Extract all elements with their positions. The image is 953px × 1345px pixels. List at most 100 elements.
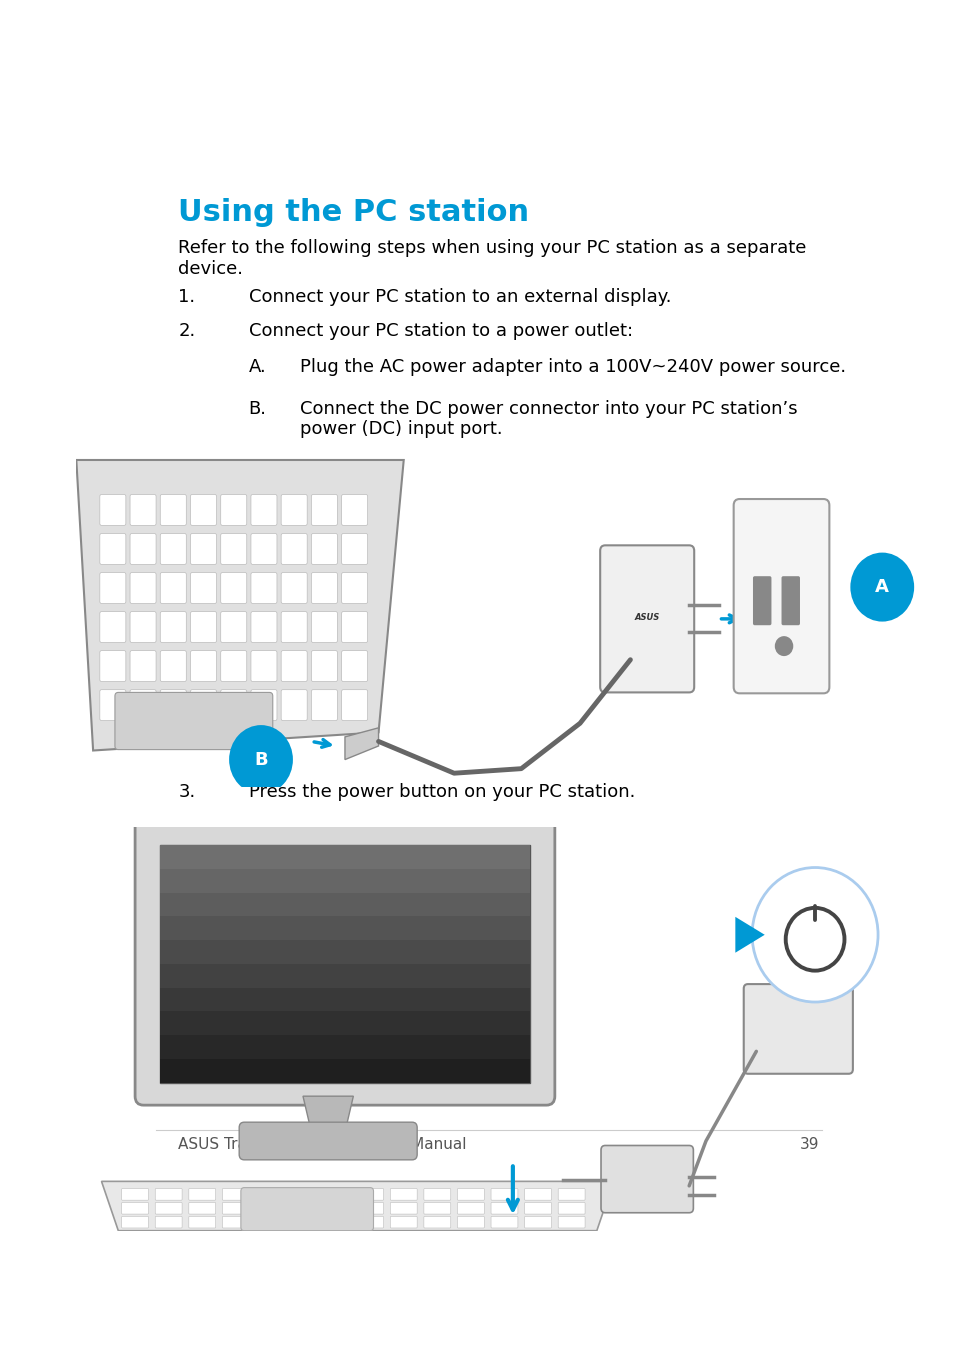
FancyBboxPatch shape xyxy=(390,1189,416,1200)
FancyBboxPatch shape xyxy=(341,534,367,565)
FancyBboxPatch shape xyxy=(222,1216,249,1228)
FancyBboxPatch shape xyxy=(189,1216,215,1228)
FancyBboxPatch shape xyxy=(599,545,694,693)
FancyBboxPatch shape xyxy=(781,576,800,625)
FancyBboxPatch shape xyxy=(130,495,156,526)
FancyBboxPatch shape xyxy=(323,1189,350,1200)
FancyBboxPatch shape xyxy=(600,1146,693,1213)
FancyBboxPatch shape xyxy=(189,1202,215,1215)
Polygon shape xyxy=(303,1096,353,1132)
FancyBboxPatch shape xyxy=(341,690,367,721)
FancyBboxPatch shape xyxy=(356,1189,383,1200)
FancyBboxPatch shape xyxy=(160,916,529,940)
FancyBboxPatch shape xyxy=(323,1216,350,1228)
FancyBboxPatch shape xyxy=(220,534,247,565)
FancyBboxPatch shape xyxy=(100,612,126,643)
FancyBboxPatch shape xyxy=(290,1189,316,1200)
FancyBboxPatch shape xyxy=(239,1122,416,1159)
FancyBboxPatch shape xyxy=(743,985,852,1073)
FancyBboxPatch shape xyxy=(160,940,529,964)
FancyBboxPatch shape xyxy=(220,612,247,643)
FancyBboxPatch shape xyxy=(311,534,337,565)
Text: 2.: 2. xyxy=(178,321,195,340)
FancyBboxPatch shape xyxy=(240,1188,374,1231)
Text: ASUS: ASUS xyxy=(634,612,659,621)
FancyBboxPatch shape xyxy=(160,893,529,916)
FancyBboxPatch shape xyxy=(341,651,367,682)
Text: Press the power button on your PC station.: Press the power button on your PC statio… xyxy=(249,783,635,800)
FancyBboxPatch shape xyxy=(281,612,307,643)
FancyBboxPatch shape xyxy=(290,1216,316,1228)
FancyBboxPatch shape xyxy=(160,495,186,526)
FancyBboxPatch shape xyxy=(130,690,156,721)
FancyBboxPatch shape xyxy=(251,534,276,565)
FancyBboxPatch shape xyxy=(135,818,555,1106)
FancyBboxPatch shape xyxy=(160,869,529,893)
Text: Connect the DC power connector into your PC station’s
power (DC) input port.: Connect the DC power connector into your… xyxy=(300,399,797,438)
FancyBboxPatch shape xyxy=(558,1216,584,1228)
FancyBboxPatch shape xyxy=(191,651,216,682)
FancyBboxPatch shape xyxy=(100,495,126,526)
FancyBboxPatch shape xyxy=(160,612,186,643)
FancyArrowPatch shape xyxy=(314,740,330,748)
Text: B: B xyxy=(253,751,268,768)
FancyBboxPatch shape xyxy=(311,612,337,643)
FancyBboxPatch shape xyxy=(311,651,337,682)
FancyBboxPatch shape xyxy=(281,651,307,682)
FancyBboxPatch shape xyxy=(457,1202,484,1215)
FancyBboxPatch shape xyxy=(752,576,771,625)
FancyBboxPatch shape xyxy=(114,693,273,749)
FancyBboxPatch shape xyxy=(130,534,156,565)
FancyBboxPatch shape xyxy=(160,987,529,1011)
FancyBboxPatch shape xyxy=(491,1189,517,1200)
FancyBboxPatch shape xyxy=(222,1202,249,1215)
FancyBboxPatch shape xyxy=(251,612,276,643)
FancyBboxPatch shape xyxy=(733,499,828,693)
Text: 3.: 3. xyxy=(178,783,195,800)
Circle shape xyxy=(774,636,793,656)
FancyBboxPatch shape xyxy=(491,1202,517,1215)
FancyBboxPatch shape xyxy=(491,1216,517,1228)
FancyBboxPatch shape xyxy=(100,690,126,721)
FancyBboxPatch shape xyxy=(281,573,307,604)
Polygon shape xyxy=(345,728,378,760)
FancyBboxPatch shape xyxy=(356,1216,383,1228)
FancyBboxPatch shape xyxy=(290,1202,316,1215)
Text: B.: B. xyxy=(249,399,266,417)
Polygon shape xyxy=(101,1181,613,1231)
FancyBboxPatch shape xyxy=(251,573,276,604)
FancyBboxPatch shape xyxy=(311,573,337,604)
Text: Using the PC station: Using the PC station xyxy=(178,198,529,227)
FancyBboxPatch shape xyxy=(191,534,216,565)
FancyArrowPatch shape xyxy=(720,615,737,623)
FancyBboxPatch shape xyxy=(130,573,156,604)
Circle shape xyxy=(751,868,877,1002)
FancyBboxPatch shape xyxy=(251,651,276,682)
Circle shape xyxy=(229,725,293,794)
FancyBboxPatch shape xyxy=(423,1202,450,1215)
FancyBboxPatch shape xyxy=(281,690,307,721)
FancyBboxPatch shape xyxy=(160,690,186,721)
Polygon shape xyxy=(735,917,764,952)
FancyBboxPatch shape xyxy=(222,1189,249,1200)
FancyBboxPatch shape xyxy=(122,1202,149,1215)
FancyBboxPatch shape xyxy=(100,573,126,604)
FancyBboxPatch shape xyxy=(390,1216,416,1228)
FancyBboxPatch shape xyxy=(255,1202,282,1215)
Text: 1.: 1. xyxy=(178,288,195,305)
FancyBboxPatch shape xyxy=(524,1216,551,1228)
FancyBboxPatch shape xyxy=(251,495,276,526)
FancyBboxPatch shape xyxy=(100,651,126,682)
FancyBboxPatch shape xyxy=(524,1202,551,1215)
FancyBboxPatch shape xyxy=(341,612,367,643)
Text: Refer to the following steps when using your PC station as a separate
device.: Refer to the following steps when using … xyxy=(178,239,806,278)
FancyBboxPatch shape xyxy=(281,534,307,565)
Text: A.: A. xyxy=(249,358,266,377)
FancyBboxPatch shape xyxy=(457,1189,484,1200)
Text: Connect your PC station to an external display.: Connect your PC station to an external d… xyxy=(249,288,670,305)
FancyBboxPatch shape xyxy=(311,495,337,526)
Polygon shape xyxy=(76,460,403,751)
FancyBboxPatch shape xyxy=(155,1189,182,1200)
FancyBboxPatch shape xyxy=(155,1216,182,1228)
FancyBboxPatch shape xyxy=(311,690,337,721)
